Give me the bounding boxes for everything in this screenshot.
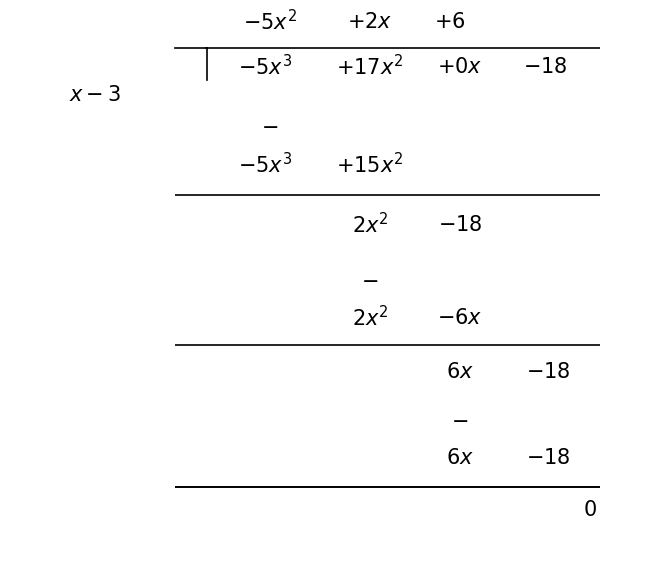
Text: $-18$: $-18$ — [526, 448, 570, 468]
Text: $2x^2$: $2x^2$ — [352, 212, 388, 238]
Text: $-18$: $-18$ — [438, 215, 482, 235]
Text: $6x$: $6x$ — [446, 448, 474, 468]
Text: $-6x$: $-6x$ — [438, 308, 482, 328]
Text: $-$: $-$ — [361, 271, 379, 289]
Text: $0$: $0$ — [583, 500, 597, 520]
Text: $+17x^2$: $+17x^2$ — [336, 54, 403, 79]
Text: $2x^2$: $2x^2$ — [352, 305, 388, 331]
Text: $x - 3$: $x - 3$ — [69, 85, 121, 105]
Text: $-18$: $-18$ — [523, 57, 567, 77]
Text: $-18$: $-18$ — [526, 362, 570, 382]
Text: $-$: $-$ — [452, 411, 468, 429]
Text: $+0x$: $+0x$ — [438, 57, 482, 77]
Text: $-5x^3$: $-5x^3$ — [238, 54, 292, 79]
Text: $+15x^2$: $+15x^2$ — [336, 152, 403, 178]
Text: $+2x$: $+2x$ — [347, 12, 393, 32]
Text: $-5x^2$: $-5x^2$ — [243, 9, 297, 35]
Text: $+6$: $+6$ — [434, 12, 466, 32]
Text: $6x$: $6x$ — [446, 362, 474, 382]
Text: $-$: $-$ — [261, 118, 279, 136]
Text: $-5x^3$: $-5x^3$ — [238, 152, 292, 178]
